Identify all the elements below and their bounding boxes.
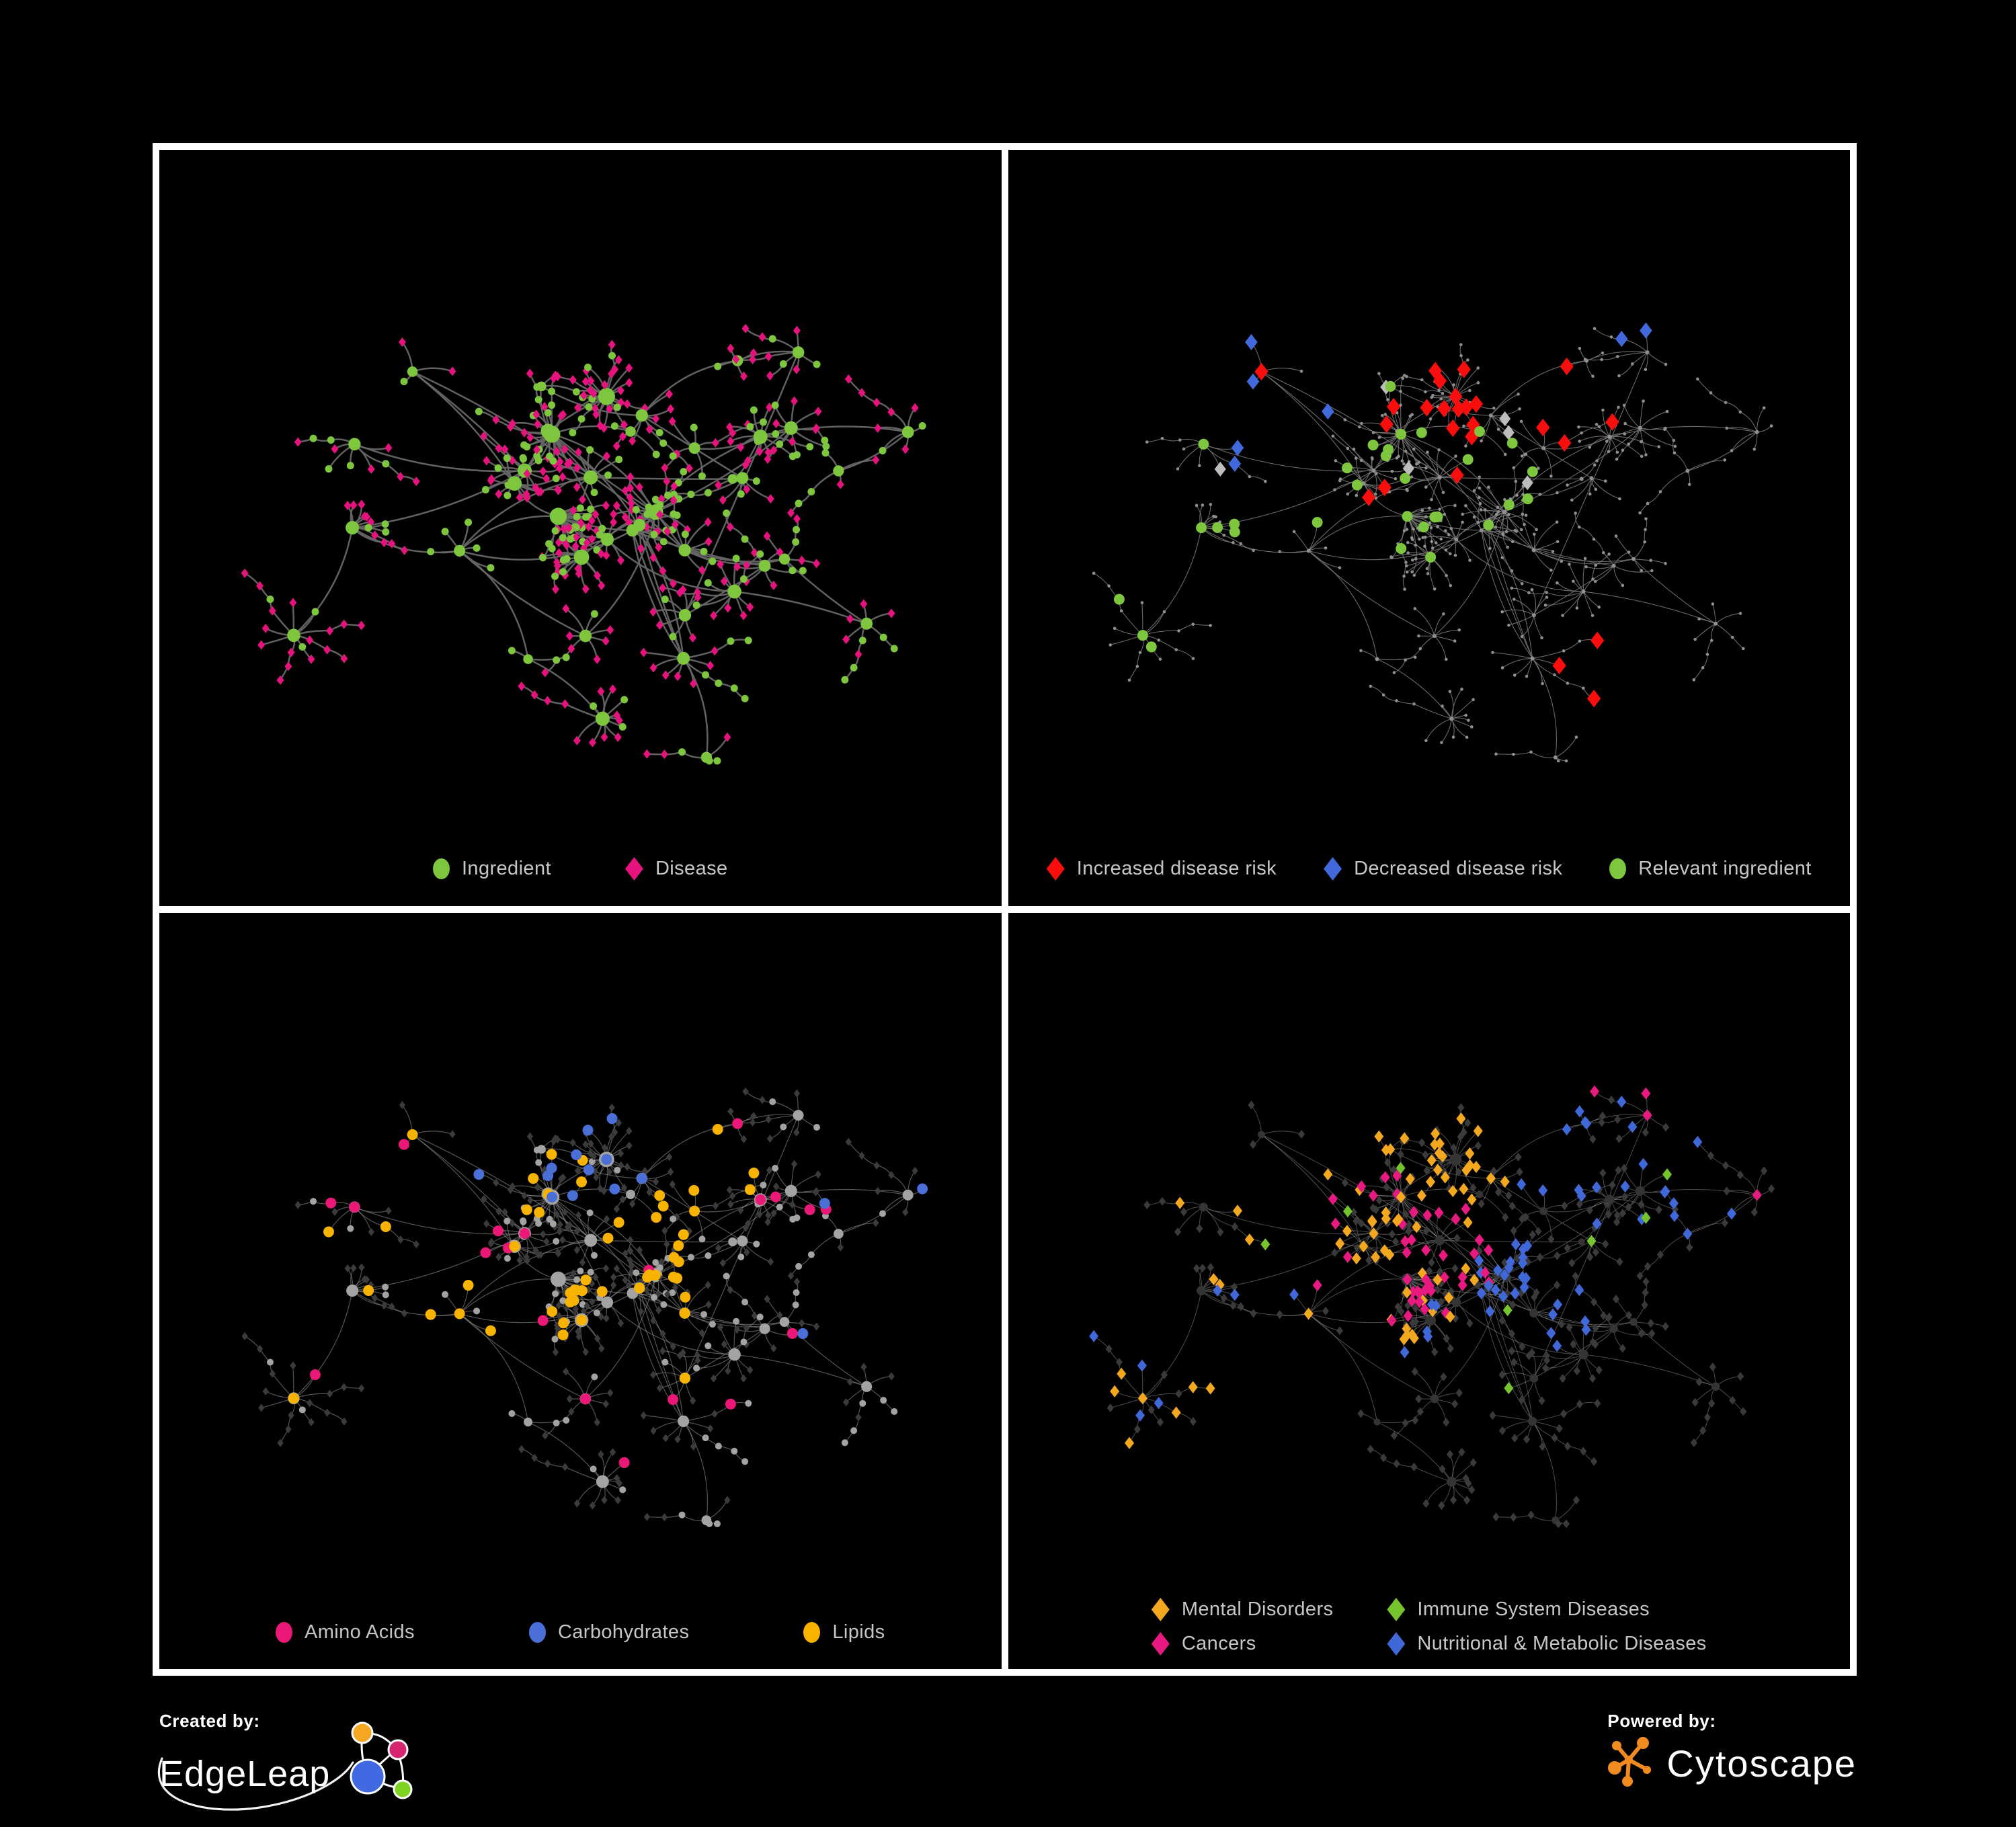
legend-item-lipids: Lipids (803, 1621, 885, 1643)
legend-label: Lipids (832, 1621, 885, 1643)
legend-item-decreased-risk: Decreased disease risk (1324, 857, 1562, 881)
legend-item-immune-system-diseases: Immune System Diseases (1387, 1598, 1706, 1621)
amino-acids-circle-icon (275, 1622, 292, 1643)
legend-label: Increased disease risk (1076, 858, 1277, 879)
legend-item-amino-acids: Amino Acids (275, 1621, 415, 1643)
panel-disease-classes: Mental Disorders Immune System Diseases … (1008, 913, 1851, 1669)
legend-label: Mental Disorders (1181, 1598, 1334, 1620)
carbohydrates-circle-icon (528, 1622, 546, 1643)
panel-disease-risk: Increased disease risk Decreased disease… (1008, 150, 1851, 906)
figure-frame: Ingredient Disease Increased disease ris… (153, 143, 1857, 1676)
increased-risk-diamond-icon (1046, 857, 1065, 881)
legend-item-cancers: Cancers (1151, 1632, 1334, 1656)
legend-label: Decreased disease risk (1354, 858, 1563, 879)
edgeleap-network-icon (350, 1721, 413, 1799)
cytoscape-brand-text: Cytoscape (1666, 1742, 1857, 1785)
panel-ingredient-disease: Ingredient Disease (159, 150, 1002, 906)
legend-metabolite-classes: Amino Acids Carbohydrates Lipids (159, 1621, 1002, 1643)
legend-label: Disease (655, 858, 728, 879)
legend-label: Immune System Diseases (1417, 1598, 1650, 1620)
edgeleap-brand-text: EdgeLeap (159, 1754, 331, 1794)
cytoscape-logo: Powered by: Cytoscape (1607, 1711, 1857, 1792)
legend-item-mental-disorders: Mental Disorders (1151, 1598, 1334, 1621)
mental-disorders-diamond-icon (1151, 1598, 1170, 1621)
legend-label: Ingredient (461, 858, 551, 879)
edgeleap-swoosh-icon (157, 1757, 354, 1811)
metabolite-class-network-graph (241, 1087, 928, 1528)
disease-risk-network-graph (1092, 322, 1773, 763)
legend-item-increased-risk: Increased disease risk (1046, 857, 1277, 881)
legend-ingredient-disease: Ingredient Disease (159, 857, 1002, 881)
ingredient-disease-network-graph (241, 323, 926, 765)
cancers-diamond-icon (1151, 1632, 1170, 1656)
nutritional-diseases-diamond-icon (1387, 1632, 1406, 1656)
disease-diamond-icon (624, 857, 643, 881)
legend-disease-classes: Mental Disorders Immune System Diseases … (1008, 1598, 1851, 1656)
legend-label: Relevant ingredient (1638, 858, 1812, 879)
panel-metabolite-classes: Amino Acids Carbohydrates Lipids (159, 913, 1002, 1669)
cytoscape-network-icon (1608, 1737, 1652, 1787)
legend-item-disease: Disease (624, 857, 728, 881)
relevant-ingredient-circle-icon (1609, 858, 1627, 879)
legend-label: Cancers (1181, 1633, 1256, 1654)
legend-item-relevant-ingredient: Relevant ingredient (1609, 858, 1811, 880)
created-by-caption: Created by: (159, 1711, 260, 1731)
legend-disease-risk: Increased disease risk Decreased disease… (1008, 857, 1851, 881)
legend-item-nutritional-metabolic-diseases: Nutritional & Metabolic Diseases (1387, 1632, 1706, 1656)
ingredient-circle-icon (432, 858, 450, 879)
decreased-risk-diamond-icon (1324, 857, 1342, 881)
legend-label: Amino Acids (304, 1621, 415, 1643)
legend-label: Nutritional & Metabolic Diseases (1417, 1633, 1707, 1654)
lipids-circle-icon (803, 1622, 821, 1643)
edgeleap-logo: Created by: EdgeLeap (157, 1711, 428, 1812)
legend-label: Carbohydrates (557, 1621, 690, 1643)
powered-by-caption: Powered by: (1607, 1711, 1716, 1731)
legend-item-carbohydrates: Carbohydrates (528, 1621, 690, 1643)
immune-diseases-diamond-icon (1387, 1598, 1406, 1621)
disease-class-network-graph (1088, 1085, 1775, 1529)
legend-item-ingredient: Ingredient (432, 858, 551, 880)
